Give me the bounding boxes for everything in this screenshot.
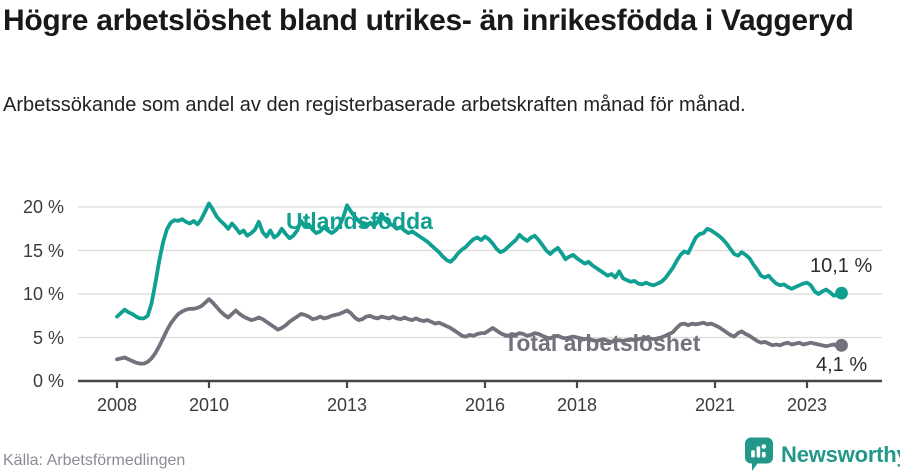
y-tick-label: 0 %: [32, 371, 64, 391]
y-tick-label: 20 %: [22, 197, 64, 217]
series-label-utlandsfodda: Utlandsfödda: [286, 208, 433, 234]
series-end-dot: [835, 286, 848, 300]
x-tick-label: 2018: [556, 395, 598, 415]
newsworthy-wordmark: Newsworthy: [781, 441, 900, 467]
page-subtitle: Arbetssökande som andel av den registerb…: [3, 94, 746, 116]
newsworthy-logo: Newsworthy: [744, 437, 900, 472]
x-tick-label: 2010: [188, 395, 230, 415]
y-tick-label: 10 %: [22, 284, 64, 304]
page-title: Högre arbetslöshet bland utrikes- än inr…: [3, 4, 854, 37]
x-tick-label: 2021: [694, 395, 736, 415]
end-value-label-total: 4,1 %: [816, 354, 868, 376]
y-tick-label: 5 %: [32, 327, 64, 348]
x-tick-label: 2023: [786, 395, 828, 415]
newsworthy-logo-icon: [745, 437, 773, 471]
x-tick-label: 2008: [96, 395, 138, 415]
end-value-label-utlandsfodda: 10,1 %: [810, 255, 873, 277]
x-tick-label: 2016: [464, 395, 506, 415]
series-line-total: [115, 297, 844, 366]
series-end-dot: [835, 338, 848, 352]
series-line-utlandsfodda: [115, 201, 844, 321]
x-tick-label: 2013: [326, 395, 368, 415]
series-label-total-arbetsloshet: Total arbetslöshet: [504, 330, 701, 356]
source-note: Källa: Arbetsförmedlingen: [3, 452, 186, 469]
y-tick-label: 15 %: [22, 240, 64, 261]
